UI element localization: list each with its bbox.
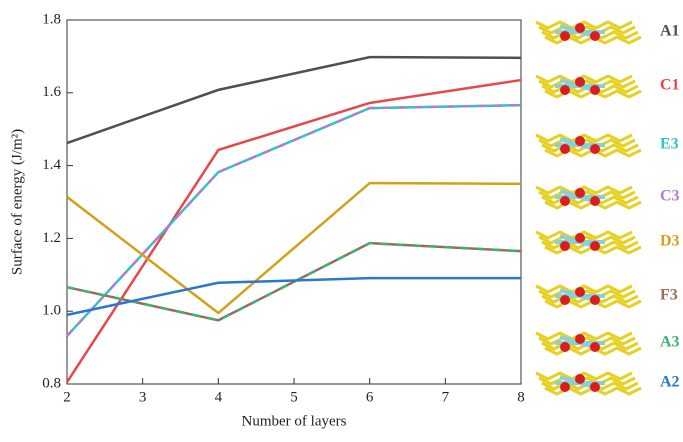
- series-line: [67, 243, 521, 320]
- structure-atom: [590, 85, 600, 95]
- structure-atom: [590, 295, 600, 305]
- x-tick-label: 4: [215, 389, 223, 405]
- legend-label: A3: [660, 334, 680, 351]
- legend-label: E3: [660, 136, 679, 153]
- structure-atom: [560, 31, 570, 41]
- y-tick-label: 1.0: [42, 303, 61, 319]
- legend-label: A2: [660, 374, 680, 391]
- legend-label: C3: [660, 188, 680, 205]
- legend-label: F3: [660, 287, 678, 304]
- series-line: [67, 80, 521, 382]
- structure-atom: [575, 23, 585, 33]
- structure-atom: [560, 382, 570, 392]
- x-tick-label: 2: [63, 389, 71, 405]
- structure-atom: [560, 241, 570, 251]
- x-axis-label: Number of layers: [242, 413, 347, 429]
- structure-atom: [590, 382, 600, 392]
- structure-atom: [590, 144, 600, 154]
- y-tick-label: 0.8: [42, 375, 61, 391]
- structure-atom: [575, 233, 585, 243]
- structure-atom: [560, 85, 570, 95]
- legend-label: A1: [660, 23, 680, 40]
- y-tick-label: 1.8: [42, 11, 61, 27]
- x-tick-label: 6: [366, 389, 374, 405]
- y-tick-label: 1.6: [42, 84, 61, 100]
- structure-atom: [575, 374, 585, 384]
- y-axis-label: Surface of energy (J/m²): [9, 129, 25, 275]
- y-tick-label: 1.2: [42, 230, 61, 246]
- structure-atom: [590, 342, 600, 352]
- x-tick-label: 3: [139, 389, 147, 405]
- legend-label: C1: [660, 77, 680, 94]
- structure-atom: [575, 287, 585, 297]
- series-line: [67, 57, 521, 143]
- chart: Number of layers Surface of energy (J/m²…: [0, 0, 683, 437]
- x-tick-label: 8: [517, 389, 525, 405]
- structure-atom: [575, 77, 585, 87]
- x-tick-label: 5: [290, 389, 298, 405]
- structure-atom: [590, 31, 600, 41]
- structure-atom: [575, 188, 585, 198]
- structure-atom: [560, 295, 570, 305]
- structure-atom: [575, 334, 585, 344]
- y-tick-label: 1.4: [42, 157, 61, 173]
- legend-label: D3: [660, 233, 680, 250]
- structure-atom: [590, 196, 600, 206]
- structure-atom: [575, 136, 585, 146]
- structure-atom: [560, 144, 570, 154]
- structure-atom: [560, 196, 570, 206]
- x-tick-label: 7: [442, 389, 450, 405]
- series-line: [67, 278, 521, 315]
- structure-atom: [590, 241, 600, 251]
- structure-atom: [560, 342, 570, 352]
